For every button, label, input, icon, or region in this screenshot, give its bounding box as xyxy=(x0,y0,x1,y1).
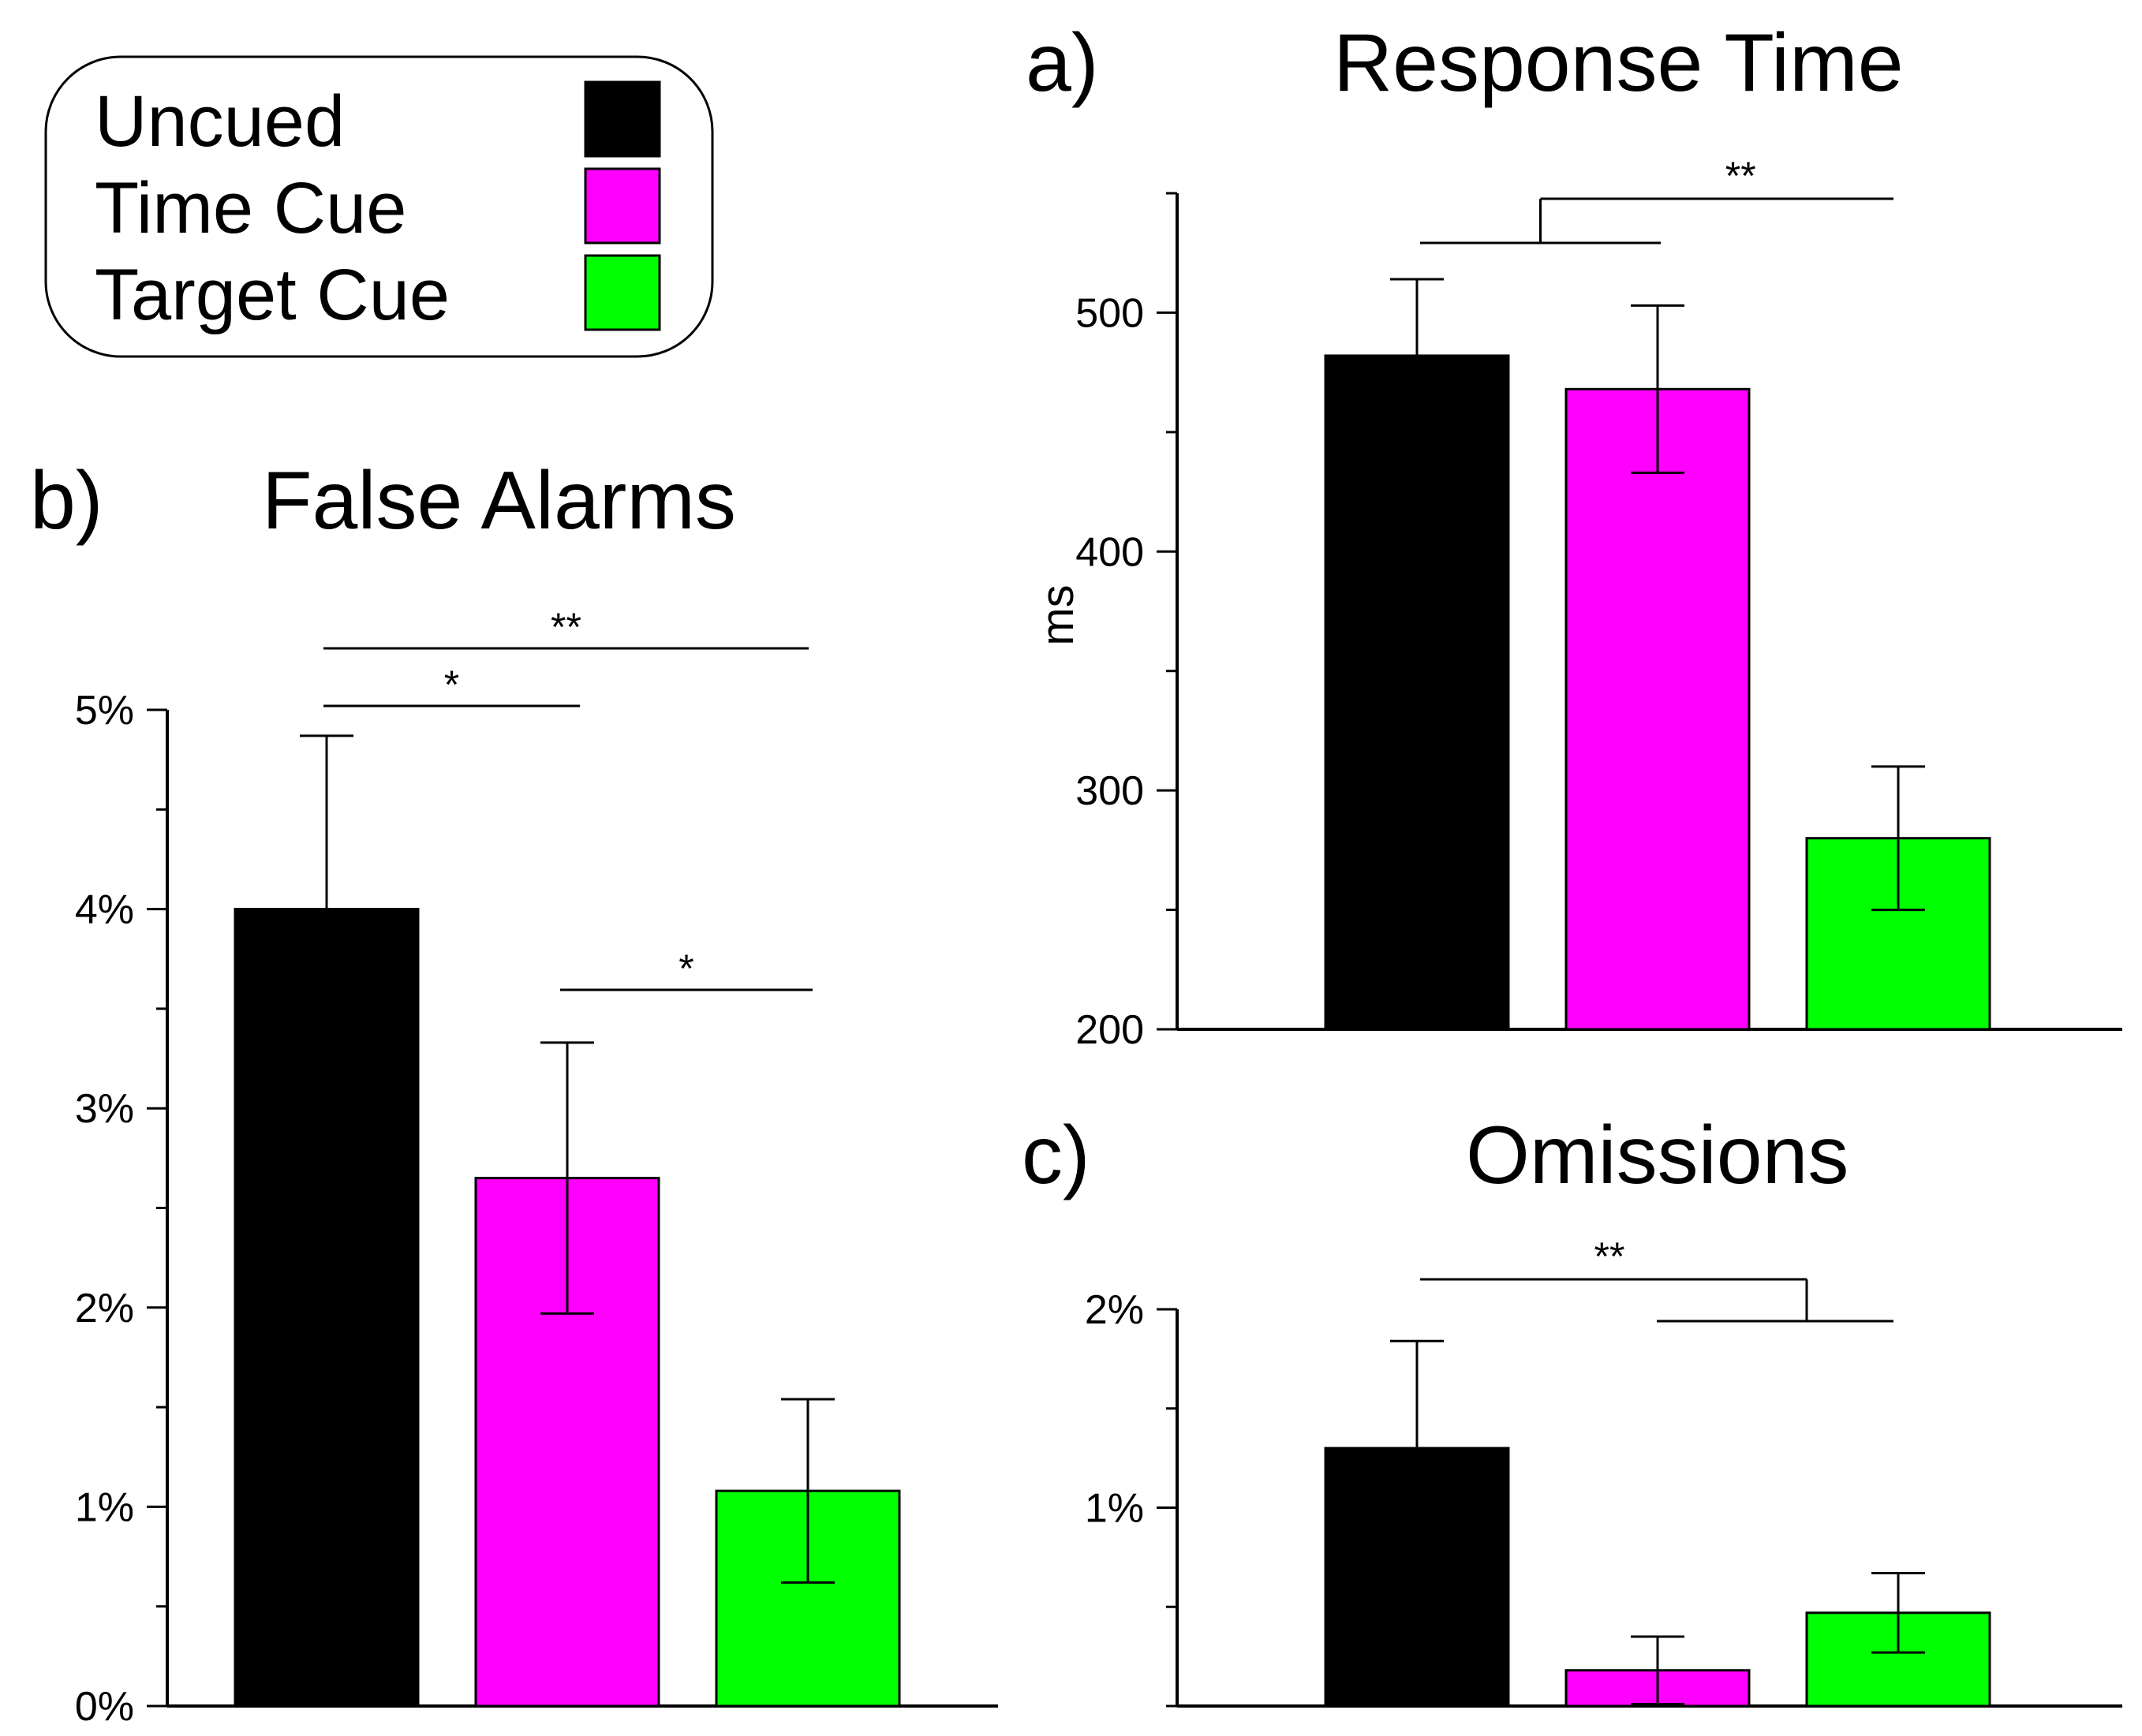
panel-a-ylabel: ms xyxy=(1032,584,1083,645)
legend-label-time-cue: Time Cue xyxy=(95,168,406,248)
panel-b-ytick-label: 4% xyxy=(75,887,134,933)
panel-b-ytick-label: 2% xyxy=(75,1286,134,1331)
legend-label-target-cue: Target Cue xyxy=(95,255,450,335)
panel-c-ytick-label: 1% xyxy=(1085,1486,1144,1532)
legend: Uncued Time Cue Target Cue xyxy=(44,55,714,358)
legend-swatch-time-cue xyxy=(584,167,661,245)
panel-a-ytick-label: 200 xyxy=(1075,1007,1144,1053)
panel-b-sig-label: * xyxy=(444,663,459,707)
panel-b-title: False Alarms xyxy=(262,455,736,547)
panel-c-sig-label: ** xyxy=(1594,1234,1625,1279)
panel-b-label: b) xyxy=(30,455,103,547)
panel-a-label: a) xyxy=(1026,17,1098,109)
panel-b-sig-label: * xyxy=(678,946,693,991)
panel-a-bar-time-cue xyxy=(1564,387,1751,1031)
panel-b-ytick-label: 3% xyxy=(75,1086,134,1132)
panel-a-ytick-label: 300 xyxy=(1075,768,1144,814)
panel-b-ytick-label: 0% xyxy=(75,1684,134,1730)
panel-b-ytick-label: 5% xyxy=(75,688,134,734)
panel-a-title: Response Time xyxy=(1333,17,1904,109)
panel-b-ytick-label: 1% xyxy=(75,1484,134,1530)
panel-a-bar-uncued xyxy=(1324,354,1510,1031)
legend-box xyxy=(44,55,714,358)
legend-swatch-uncued xyxy=(584,80,661,158)
panel-c-label: c) xyxy=(1022,1110,1090,1201)
legend-swatch-target-cue xyxy=(584,254,661,331)
panel-a-sig-label: ** xyxy=(1725,154,1756,198)
panel-c-title: Omissions xyxy=(1466,1110,1849,1201)
panel-a-ytick-label: 500 xyxy=(1075,290,1144,336)
panel-c: c) Omissions 1% 2% ** xyxy=(1022,1110,2122,1708)
panel-a: a) Response Time ms 200 300 400 500 ** xyxy=(1026,17,2122,1053)
panel-b: b) False Alarms 0%1%2%3%4%5%**** xyxy=(30,455,998,1730)
legend-label-uncued: Uncued xyxy=(95,81,345,162)
panel-a-ytick-label: 400 xyxy=(1075,529,1144,575)
panel-c-ytick-label: 2% xyxy=(1085,1287,1144,1333)
panel-b-sig-label: ** xyxy=(551,605,581,649)
